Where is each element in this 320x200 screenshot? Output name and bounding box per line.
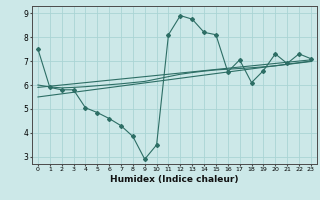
X-axis label: Humidex (Indice chaleur): Humidex (Indice chaleur) xyxy=(110,175,239,184)
